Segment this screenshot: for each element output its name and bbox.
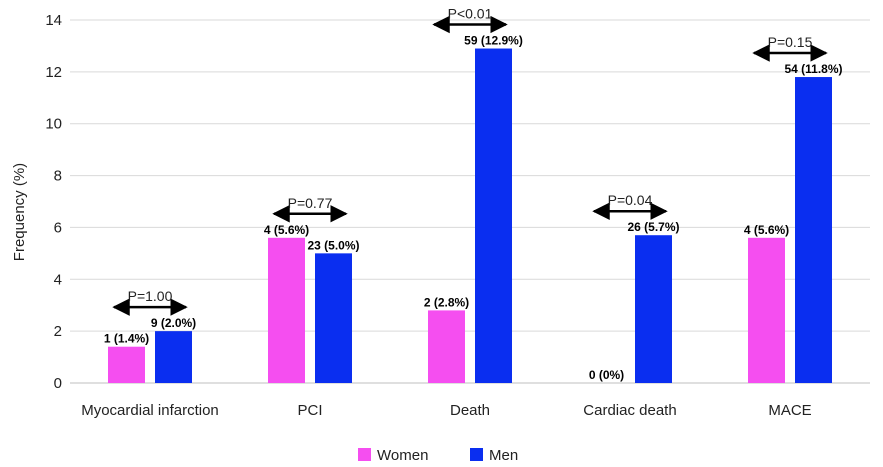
p-value-label: P=1.00 (128, 288, 173, 304)
legend-swatch-women (358, 448, 371, 461)
data-label: 23 (5.0%) (307, 238, 359, 252)
bar-women (748, 237, 785, 383)
legend-label-men: Men (489, 447, 518, 464)
data-label: 4 (5.6%) (744, 223, 789, 237)
legend: Women Men (358, 447, 518, 464)
x-tick-label: MACE (768, 402, 811, 419)
y-tick-label: 4 (54, 271, 62, 288)
bars (108, 48, 832, 384)
p-value-label: P=0.04 (608, 192, 653, 208)
y-tick-label: 14 (45, 12, 62, 29)
x-tick-label: PCI (297, 402, 322, 419)
bar-men (155, 331, 192, 383)
p-value-label: P<0.01 (448, 6, 493, 22)
bar-men (475, 48, 512, 384)
legend-swatch-men (470, 448, 483, 461)
bar-women (268, 237, 305, 383)
y-tick-label: 8 (54, 168, 62, 185)
bar-women (428, 310, 465, 383)
data-label: 2 (2.8%) (424, 295, 469, 309)
bar-men (315, 253, 352, 383)
y-tick-label: 2 (54, 323, 62, 340)
legend-label-women: Women (377, 447, 428, 464)
data-label: 1 (1.4%) (104, 332, 149, 346)
y-tick-label: 10 (45, 116, 62, 133)
p-value-label: P=0.15 (768, 34, 813, 50)
data-label: 59 (12.9%) (464, 34, 523, 48)
gridlines (70, 19, 870, 384)
data-label: 0 (0%) (589, 368, 624, 382)
bar-men (635, 235, 672, 383)
y-tick-label: 12 (45, 64, 62, 81)
y-axis-ticks: 0 2 4 6 8 10 12 14 (45, 12, 62, 392)
bar-women (108, 346, 145, 383)
y-axis-title: Frequency (%) (11, 163, 28, 261)
data-label: 9 (2.0%) (151, 316, 196, 330)
x-tick-label: Death (450, 402, 490, 419)
x-tick-label: Myocardial infarction (81, 402, 219, 419)
x-tick-label: Cardiac death (583, 402, 676, 419)
p-value-annotations: P=1.00 P=0.77 P<0.01 P=0.04 P=0.15 (112, 6, 828, 316)
y-tick-label: 6 (54, 219, 62, 236)
y-tick-label: 0 (54, 375, 62, 392)
data-label: 26 (5.7%) (627, 220, 679, 234)
data-label: 54 (11.8%) (784, 62, 842, 76)
data-label: 4 (5.6%) (264, 223, 309, 237)
data-labels: 1 (1.4%)9 (2.0%)4 (5.6%)23 (5.0%)2 (2.8%… (104, 34, 843, 382)
p-value-label: P=0.77 (288, 195, 333, 211)
bar-men (795, 77, 832, 384)
x-axis-ticks: Myocardial infarction PCI Death Cardiac dea… (81, 402, 811, 419)
